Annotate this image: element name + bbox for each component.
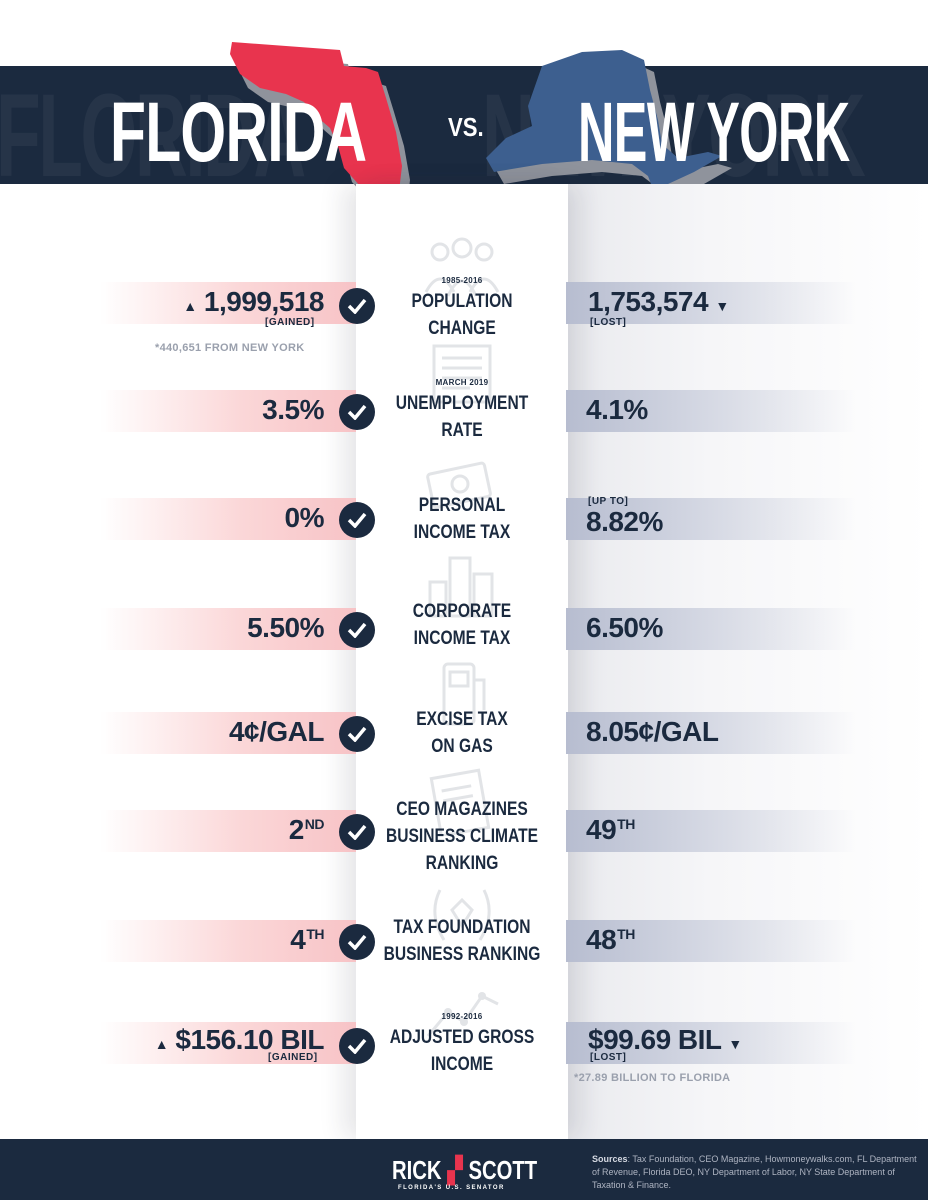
new-york-value: 4.1% [586, 394, 648, 425]
florida-title: FLORIDA [110, 85, 367, 179]
city-icon [428, 556, 494, 618]
florida-bar [100, 920, 356, 962]
new-york-map-icon [486, 50, 732, 204]
population-row: ▲ 1,999,518 [GAINED] 1985-2016 POPULATIO… [0, 276, 928, 380]
florida-value: 0% [284, 502, 325, 533]
magazine-icon [429, 768, 491, 836]
florida-bar [100, 282, 356, 324]
footer: RICK ▞ SCOTT FLORIDA'S U.S. SENATOR Sour… [0, 1139, 928, 1200]
checkmark-icon [339, 288, 375, 324]
metric-date: MARCH 2019 [435, 378, 489, 387]
new-york-value: 6.50% [586, 612, 663, 643]
new-york-value: $99.69 BIL ▼ [588, 1024, 742, 1055]
crowd-icon [424, 237, 500, 297]
header: FLORIDA NEW YORK FLORIDA VS. NEW YORK [0, 0, 928, 224]
metric-column [356, 184, 568, 1139]
new-york-bar [566, 1022, 856, 1064]
gas-tax-row: 4¢/GAL EXCISE TAX ON GAS 8.05¢/GAL [0, 709, 928, 810]
down-arrow-icon: ▼ [728, 1036, 742, 1052]
florida-value: 5.50% [247, 612, 324, 643]
metric-date: 1985-2016 [441, 276, 483, 285]
line-chart-icon [426, 992, 499, 1037]
new-york-lost-tag: [LOST] [590, 317, 627, 328]
new-york-value: 49TH [586, 814, 635, 845]
newspaper-icon [432, 344, 492, 404]
logo-name: RICK ▞ SCOTT [392, 1155, 538, 1185]
corporate-income-tax-row: 5.50% CORPORATE INCOME TAX 6.50% [0, 600, 928, 700]
rick-scott-logo: RICK ▞ SCOTT FLORIDA'S U.S. SENATOR [392, 1155, 542, 1195]
new-york-bar [566, 712, 856, 754]
new-york-value: 48TH [586, 924, 635, 955]
florida-gained-tag: [GAINED] [268, 1052, 318, 1063]
florida-footnote: *440,651 FROM NEW YORK [155, 342, 305, 354]
gas-pump-icon [442, 662, 486, 726]
checkmark-icon [339, 814, 375, 850]
florida-bar [100, 712, 356, 754]
tax-foundation-row: 4TH TAX FOUNDATION BUSINESS RANKING 48TH [0, 917, 928, 1018]
checkmark-icon [339, 924, 375, 960]
metric-label: PERSONAL INCOME TAX [413, 495, 511, 543]
down-arrow-icon: ▼ [715, 298, 729, 314]
laurel-icon [433, 889, 491, 941]
metric-label: UNEMPLOYMENT RATE [395, 393, 529, 441]
new-york-title: NEW YORK [578, 85, 850, 179]
florida-gained-tag: [GAINED] [265, 317, 315, 328]
metric-label: TAX FOUNDATION BUSINESS RANKING [383, 917, 541, 965]
florida-value: ▲ $156.10 BIL [154, 1024, 325, 1055]
metric-label: ADJUSTED GROSS INCOME [389, 1027, 535, 1075]
metric-label: CEO MAGAZINES BUSINESS CLIMATE RANKING [385, 799, 539, 874]
new-york-bar [566, 282, 856, 324]
new-york-bar [566, 608, 856, 650]
personal-income-tax-row: 0% PERSONAL INCOME TAX [UP TO] 8.82% [0, 495, 928, 596]
checkmark-icon [339, 612, 375, 648]
metric-date: 1992-2016 [441, 1012, 483, 1021]
florida-value: 3.5% [262, 394, 324, 425]
new-york-value: 8.05¢/GAL [586, 716, 719, 747]
florida-bar [100, 498, 356, 540]
checkmark-icon [339, 394, 375, 430]
new-york-column-background [566, 184, 928, 1139]
metric-label: POPULATION CHANGE [411, 291, 513, 339]
unemployment-row: 3.5% MARCH 2019 UNEMPLOYMENT RATE 4.1% [0, 378, 928, 490]
new-york-value: 8.82% [586, 506, 663, 537]
florida-bar [100, 390, 356, 432]
metric-label: CORPORATE INCOME TAX [412, 601, 512, 649]
new-york-footnote: *27.89 BILLION TO FLORIDA [574, 1072, 731, 1084]
adjusted-gross-income-row: ▲ $156.10 BIL [GAINED] 1992-2016 ADJUSTE… [0, 1012, 928, 1120]
florida-value: 2ND [288, 814, 325, 845]
florida-value: 4TH [290, 924, 324, 955]
florida-value: ▲ 1,999,518 [183, 286, 324, 317]
new-york-bar [566, 810, 856, 852]
logo-tagline: FLORIDA'S U.S. SENATOR [398, 1185, 505, 1191]
up-arrow-icon: ▲ [183, 298, 197, 314]
florida-value: 4¢/GAL [228, 716, 325, 747]
ceo-magazine-row: 2ND CEO MAGAZINES BUSINESS CLIMATE RANKING… [0, 799, 928, 908]
new-york-bar [566, 920, 856, 962]
metric-label: EXCISE TAX ON GAS [416, 709, 508, 757]
florida-bar [100, 1022, 356, 1064]
new-york-bar [566, 390, 856, 432]
checkmark-icon [339, 716, 375, 752]
new-york-up-to-tag: [UP TO] [588, 496, 629, 507]
checkmark-icon [339, 502, 375, 538]
florida-bar [100, 608, 356, 650]
new-york-bar [566, 498, 856, 540]
florida-map-icon [230, 42, 410, 224]
cash-icon [426, 461, 492, 509]
up-arrow-icon: ▲ [154, 1036, 169, 1052]
versus-label: VS. [448, 112, 484, 142]
new-york-lost-tag: [LOST] [590, 1052, 627, 1063]
new-york-value: 1,753,574 ▼ [588, 286, 729, 317]
florida-bar [100, 810, 356, 852]
checkmark-icon [339, 1028, 375, 1064]
sources-text: Sources: Tax Foundation, CEO Magazine, H… [592, 1154, 917, 1190]
